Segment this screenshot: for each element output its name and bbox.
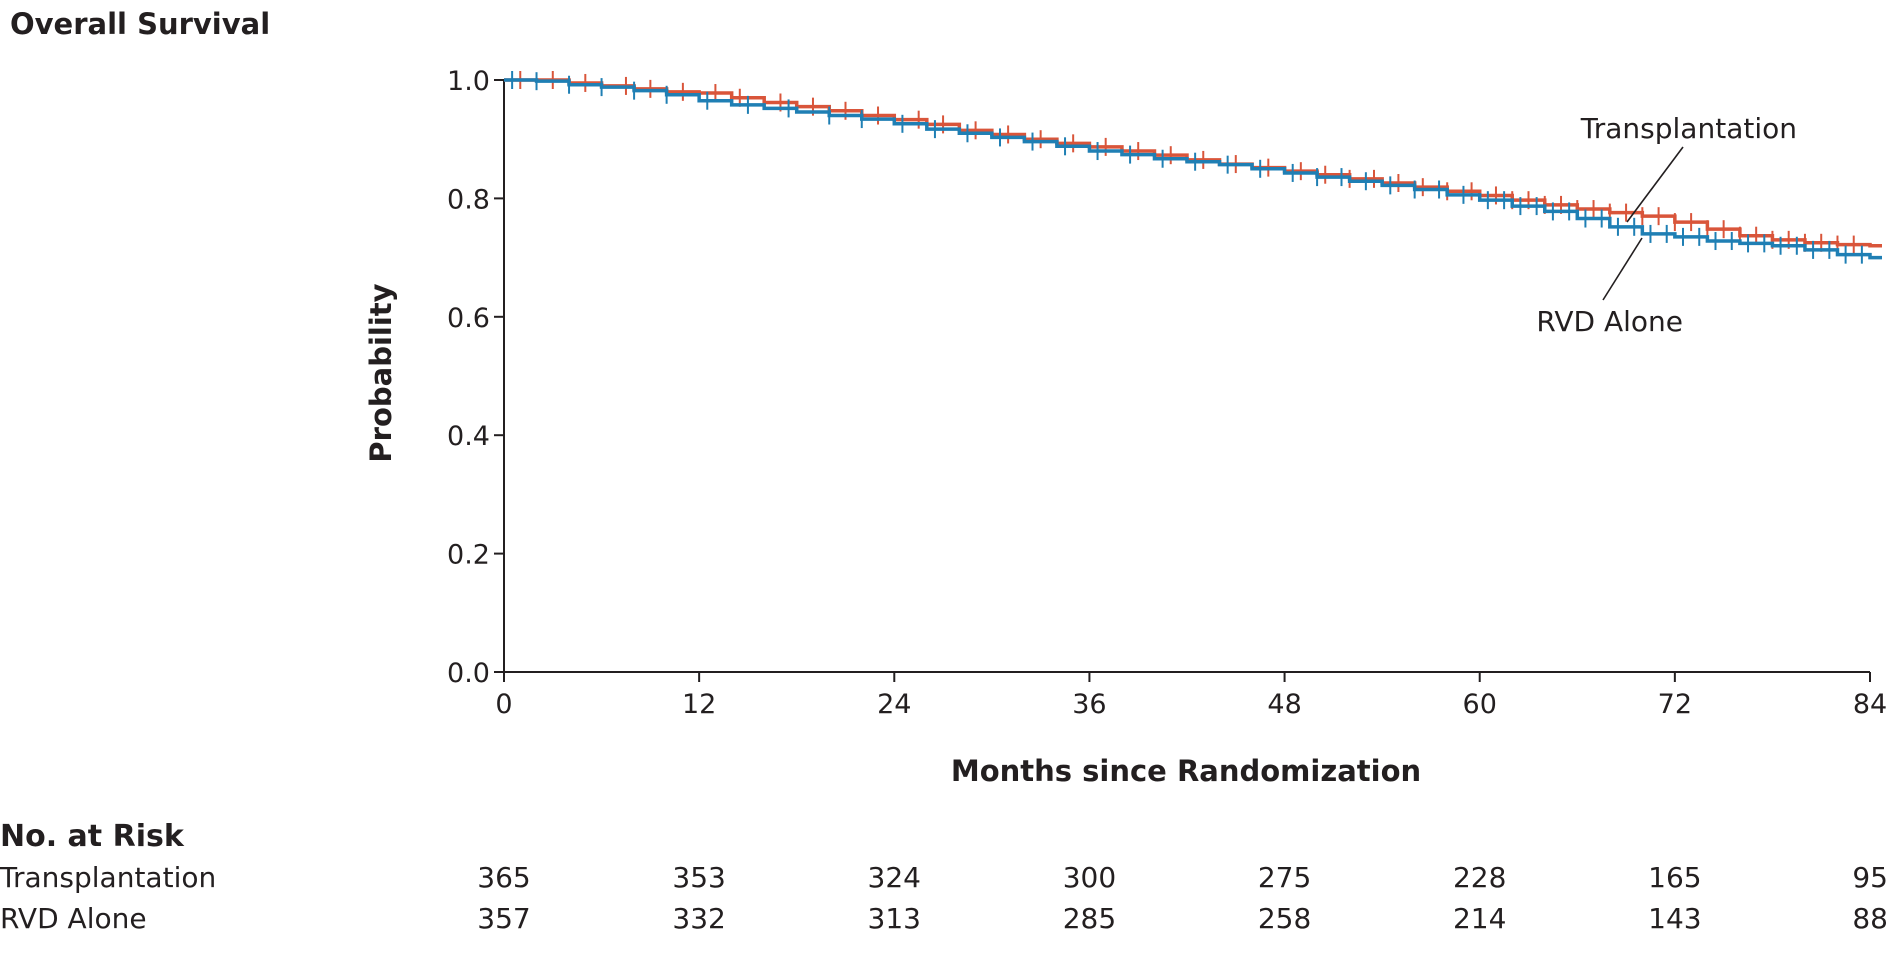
risk-value-transplantation: 300 [1063, 861, 1116, 894]
risk-table-values: 365 353 324 300 275 228 165 95 357 332 313 285 258 21… [477, 861, 1888, 935]
risk-value-rvd-alone: 332 [672, 902, 725, 935]
annotation-rvd-alone: RVD Alone [1536, 305, 1683, 338]
y-tick-label: 0.2 [447, 540, 490, 571]
risk-value-transplantation: 365 [477, 861, 530, 894]
risk-value-rvd-alone: 214 [1453, 902, 1506, 935]
risk-value-rvd-alone: 313 [868, 902, 921, 935]
risk-row-label-rvd-alone: RVD Alone [0, 902, 147, 935]
y-axis-title: Probability [364, 283, 398, 462]
risk-table-header: No. at Risk [0, 819, 185, 854]
series-line-rvd-alone [504, 78, 1882, 260]
x-axis-ticks: 0 12 24 36 48 60 72 84 [495, 672, 1887, 720]
y-tick-label: 1.0 [447, 66, 490, 97]
y-tick-label: 0.8 [447, 184, 490, 215]
risk-value-rvd-alone: 143 [1648, 902, 1701, 935]
annotation-transplantation: Transplantation [1580, 112, 1797, 145]
risk-value-transplantation: 353 [672, 861, 725, 894]
x-tick-label: 36 [1072, 689, 1106, 720]
risk-value-transplantation: 324 [868, 861, 921, 894]
x-tick-label: 12 [682, 689, 716, 720]
risk-value-transplantation: 165 [1648, 861, 1701, 894]
x-axis-title: Months since Randomization [951, 754, 1421, 788]
y-axis-ticks: 0.0 0.2 0.4 0.6 0.8 1.0 [447, 66, 504, 689]
x-tick-label: 24 [877, 689, 911, 720]
y-tick-label: 0.6 [447, 303, 490, 334]
x-tick-label: 72 [1658, 689, 1692, 720]
risk-value-rvd-alone: 88 [1852, 902, 1888, 935]
panel-title: Overall Survival [10, 7, 270, 41]
annotation-leader-rvd-alone [1602, 237, 1643, 301]
risk-value-transplantation: 228 [1453, 861, 1506, 894]
risk-value-transplantation: 275 [1258, 861, 1311, 894]
annotation-leader-transplantation [1626, 146, 1684, 223]
risk-value-rvd-alone: 285 [1063, 902, 1116, 935]
y-tick-label: 0.0 [447, 658, 490, 689]
y-tick-label: 0.4 [447, 421, 490, 452]
risk-value-transplantation: 95 [1852, 861, 1888, 894]
risk-row-label-transplantation: Transplantation [0, 861, 216, 894]
series-layer [504, 71, 1882, 264]
x-tick-label: 0 [495, 689, 512, 720]
x-tick-label: 60 [1463, 689, 1497, 720]
risk-value-rvd-alone: 258 [1258, 902, 1311, 935]
x-tick-label: 48 [1267, 689, 1301, 720]
x-tick-label: 84 [1853, 689, 1887, 720]
risk-value-rvd-alone: 357 [477, 902, 530, 935]
